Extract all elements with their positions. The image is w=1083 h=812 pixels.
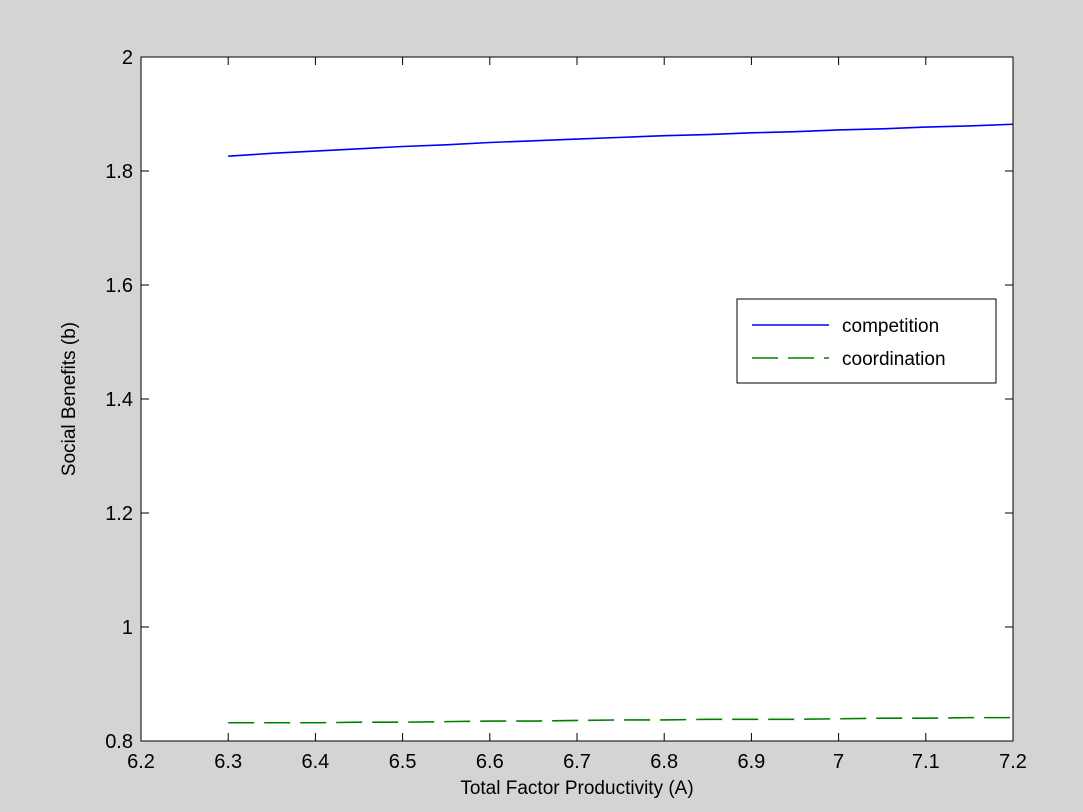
series-line-coordination [228, 716, 1013, 724]
series-line-competition [228, 123, 1014, 157]
x-tick-label: 7.1 [912, 751, 940, 773]
y-tick-label: 1 [122, 617, 133, 639]
legend-label-coordination: coordination [842, 349, 946, 370]
x-tick-label: 7.2 [999, 751, 1027, 773]
x-tick-label: 6.4 [301, 751, 329, 773]
x-tick-label: 6.6 [476, 751, 504, 773]
legend-box [736, 298, 997, 384]
x-axis-label: Total Factor Productivity (A) [460, 778, 693, 799]
x-tick-label: 6.9 [737, 751, 765, 773]
x-tick-label: 6.3 [214, 751, 242, 773]
plot-area [141, 57, 1013, 741]
legend-label-competition: competition [842, 316, 939, 337]
x-tick-label: 6.2 [127, 751, 155, 773]
y-tick-label: 2 [122, 47, 133, 69]
x-tick-label: 6.5 [389, 751, 417, 773]
x-tick-label: 6.8 [650, 751, 678, 773]
x-tick-label: 7 [833, 751, 844, 773]
tick-labels-layer: 6.2 6.3 6.4 6.5 6.6 6.7 6.8 6.9 7 7.1 7.2 0.8 1 1.2 1.… [105, 47, 1027, 773]
legend: competition coordination [736, 298, 997, 384]
series-layer [228, 123, 1014, 724]
y-tick-label: 1.2 [105, 503, 133, 525]
y-tick-label: 0.8 [105, 731, 133, 753]
y-tick-label: 1.8 [105, 161, 133, 183]
y-tick-label: 1.4 [105, 389, 133, 411]
y-tick-label: 1.6 [105, 275, 133, 297]
x-tick-label: 6.7 [563, 751, 591, 773]
y-axis-label: Social Benefits (b) [59, 322, 80, 476]
ticks-layer [140, 56, 1014, 742]
